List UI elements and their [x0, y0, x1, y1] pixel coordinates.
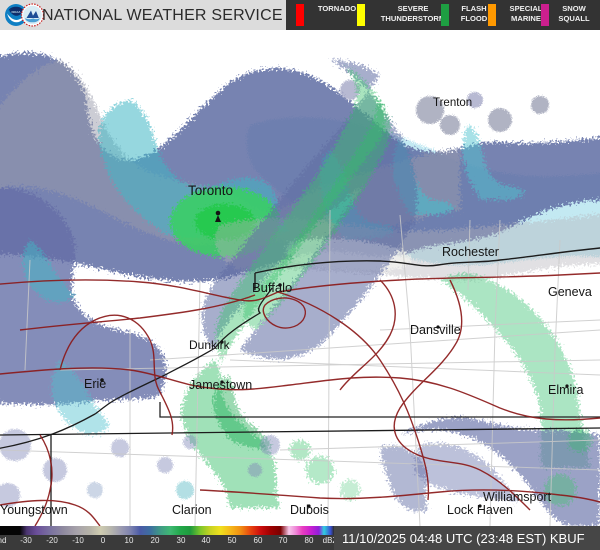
svg-text:Jamestown: Jamestown	[189, 378, 252, 392]
svg-text:Dunkirk: Dunkirk	[189, 338, 231, 352]
svg-text:Buffalo: Buffalo	[252, 280, 292, 295]
svg-text:Youngstown: Youngstown	[0, 503, 68, 517]
svg-text:NOAA: NOAA	[11, 10, 21, 14]
svg-text:Williamsport: Williamsport	[483, 490, 552, 504]
svg-text:Rochester: Rochester	[442, 245, 499, 259]
svg-text:Toronto: Toronto	[188, 183, 233, 198]
svg-text:Trenton: Trenton	[433, 97, 472, 109]
svg-text:Geneva: Geneva	[548, 285, 592, 299]
svg-text:Dansville: Dansville	[410, 323, 461, 337]
svg-text:Clarion: Clarion	[172, 503, 212, 517]
